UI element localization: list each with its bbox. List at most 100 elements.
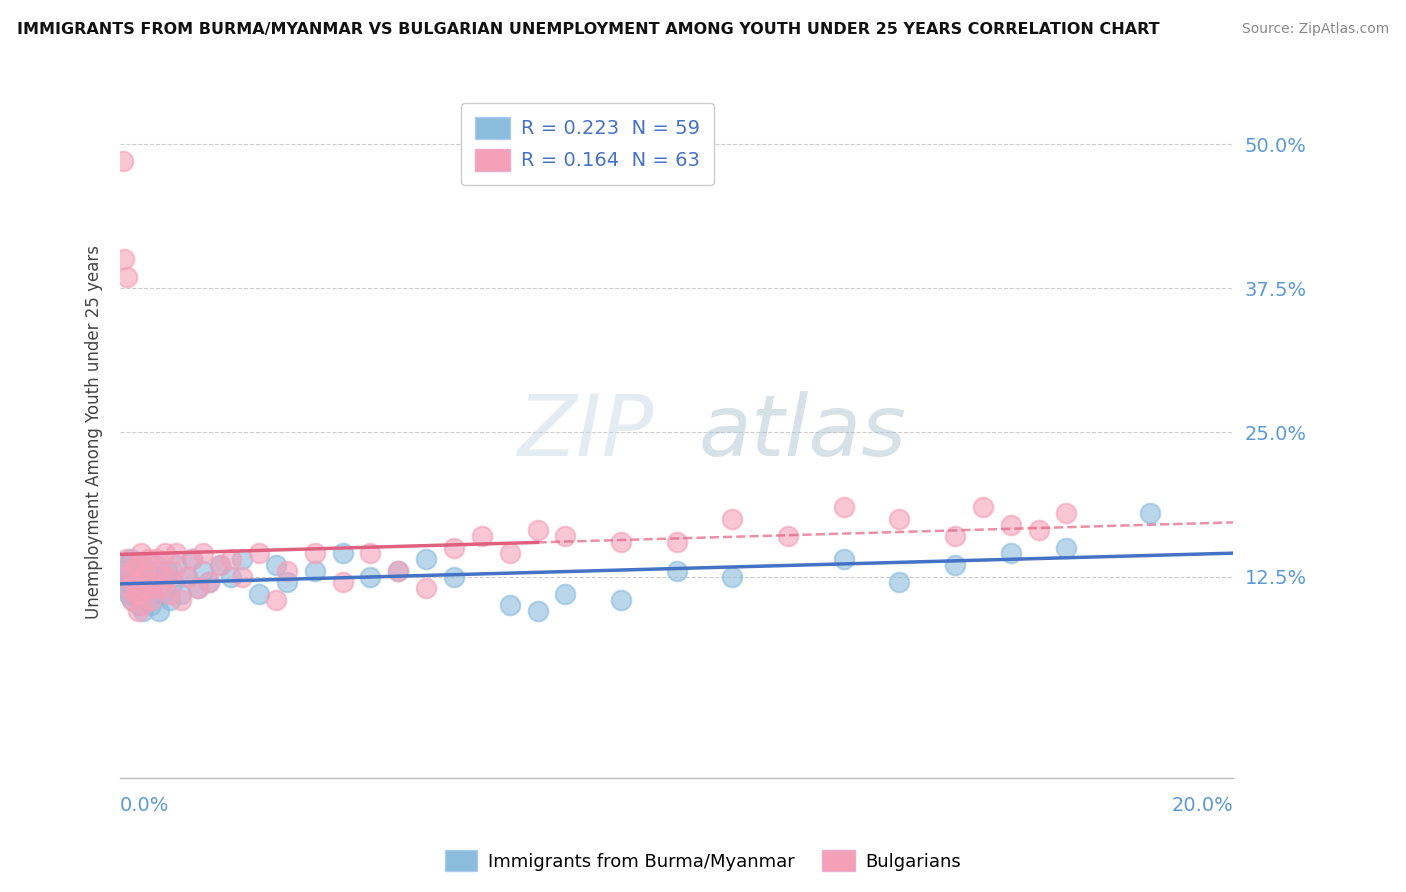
Legend: R = 0.223  N = 59, R = 0.164  N = 63: R = 0.223 N = 59, R = 0.164 N = 63 (461, 103, 714, 185)
Point (471, 529, 494, 543)
Point (156, 564, 179, 578)
Point (127, 604, 149, 618)
Point (221, 552, 243, 566)
Point (304, 564, 326, 578)
Text: ZIP: ZIP (519, 391, 654, 474)
Point (943, 558, 966, 572)
Text: IMMIGRANTS FROM BURMA/MYANMAR VS BULGARIAN UNEMPLOYMENT AMONG YOUTH UNDER 25 YEA: IMMIGRANTS FROM BURMA/MYANMAR VS BULGARI… (17, 22, 1160, 37)
Point (832, 500, 855, 515)
Point (665, 564, 688, 578)
Point (889, 512, 911, 526)
Point (1000, 546, 1022, 560)
Point (117, 587, 139, 601)
Point (193, 546, 215, 560)
Point (832, 552, 855, 566)
Point (498, 599, 520, 613)
Point (247, 587, 270, 601)
Point (121, 592, 143, 607)
Point (526, 524, 548, 538)
Point (114, 552, 136, 566)
Point (118, 569, 141, 583)
Point (129, 581, 152, 595)
Point (526, 604, 548, 618)
Point (1054, 506, 1077, 520)
Point (125, 558, 148, 572)
Point (665, 535, 688, 549)
Point (721, 512, 744, 526)
Point (304, 546, 326, 560)
Point (120, 564, 142, 578)
Point (145, 558, 167, 572)
Point (387, 564, 409, 578)
Point (139, 592, 162, 607)
Point (193, 564, 215, 578)
Point (131, 599, 153, 613)
Point (187, 581, 209, 595)
Point (111, 154, 134, 169)
Point (332, 546, 354, 560)
Point (231, 569, 253, 583)
Point (332, 575, 354, 590)
Point (610, 592, 633, 607)
Point (128, 587, 150, 601)
Point (124, 575, 146, 590)
Point (114, 575, 136, 590)
Point (972, 500, 994, 515)
Point (889, 575, 911, 590)
Point (148, 604, 170, 618)
Point (610, 535, 633, 549)
Point (1028, 524, 1050, 538)
Point (360, 569, 382, 583)
Point (156, 569, 179, 583)
Y-axis label: Unemployment Among Youth under 25 years: Unemployment Among Youth under 25 years (86, 245, 103, 619)
Point (115, 269, 138, 284)
Point (135, 569, 157, 583)
Point (135, 581, 157, 595)
Point (198, 575, 221, 590)
Point (554, 587, 576, 601)
Point (142, 575, 165, 590)
Text: 0.0%: 0.0% (120, 796, 169, 814)
Point (136, 552, 159, 566)
Point (150, 587, 173, 601)
Point (141, 575, 163, 590)
Point (187, 581, 209, 595)
Point (443, 569, 465, 583)
Point (121, 592, 143, 607)
Point (125, 564, 148, 578)
Point (1000, 517, 1022, 532)
Point (148, 564, 170, 578)
Point (132, 604, 155, 618)
Point (118, 569, 141, 583)
Point (181, 552, 204, 566)
Point (181, 552, 204, 566)
Point (170, 592, 193, 607)
Point (111, 564, 134, 578)
Point (120, 552, 142, 566)
Point (142, 581, 165, 595)
Point (231, 552, 253, 566)
Point (360, 546, 382, 560)
Point (276, 575, 298, 590)
Legend: Immigrants from Burma/Myanmar, Bulgarians: Immigrants from Burma/Myanmar, Bulgarian… (437, 843, 969, 879)
Point (443, 541, 465, 555)
Point (122, 581, 145, 595)
Text: 20.0%: 20.0% (1171, 796, 1233, 814)
Point (162, 575, 184, 590)
Point (129, 546, 152, 560)
Point (776, 529, 799, 543)
Point (498, 546, 520, 560)
Point (159, 587, 181, 601)
Point (264, 558, 287, 572)
Point (134, 564, 156, 578)
Point (209, 558, 232, 572)
Point (165, 546, 187, 560)
Point (176, 569, 198, 583)
Point (134, 587, 156, 601)
Point (128, 599, 150, 613)
Point (415, 552, 437, 566)
Point (112, 252, 135, 267)
Point (153, 569, 176, 583)
Point (112, 581, 135, 595)
Point (387, 564, 409, 578)
